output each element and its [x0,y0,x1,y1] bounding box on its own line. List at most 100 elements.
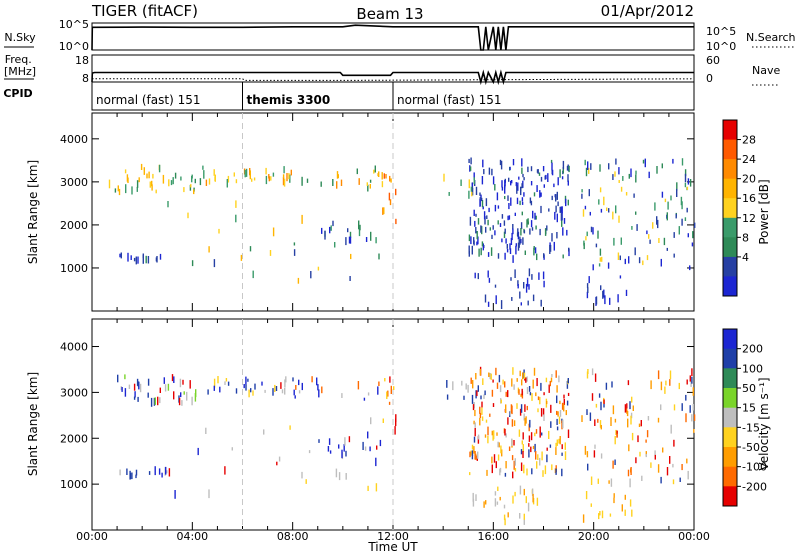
range-cell [265,167,267,175]
range-cell [584,445,587,455]
range-cell [475,494,477,501]
range-cell [358,227,361,237]
range-cell [588,276,590,284]
range-cell [586,451,589,458]
range-cell [556,395,558,404]
range-cell [446,380,448,388]
range-cell [676,188,678,197]
range-cell [174,172,177,179]
power-panel: 1000 2000 3000 4000 Slant Range [km] 28 24 20… [26,112,771,312]
range-cell [167,383,170,391]
range-cell [289,174,291,183]
range-cell [681,201,683,210]
range-cell [624,494,626,500]
range-cell [117,185,119,192]
range-cell [495,295,497,305]
range-cell [494,204,497,212]
range-cell [150,397,153,407]
range-cell [136,378,139,386]
range-cell [358,178,360,185]
range-cell [481,226,483,235]
range-cell [523,230,526,234]
range-cell [301,214,303,224]
range-cell [301,471,303,479]
range-cell [555,194,557,202]
range-cell [536,461,538,469]
range-cell [673,232,675,238]
range-cell [551,374,553,378]
range-cell [557,177,559,186]
range-cell [505,391,507,397]
range-cell [500,160,503,170]
range-cell [378,253,380,260]
range-cell [143,167,145,175]
range-cell [154,397,156,405]
range-cell [117,374,119,383]
range-cell [519,370,521,377]
range-cell [483,394,485,399]
range-cell [364,446,367,451]
range-cell [587,161,589,170]
range-cell [636,224,638,231]
range-cell [555,442,557,448]
range-cell [548,384,550,393]
y-tick-label: 4000 [60,341,88,354]
range-cell [505,461,507,469]
range-cell [584,159,586,166]
range-cell [543,253,545,258]
range-cell [508,446,511,451]
range-cell [629,478,631,488]
range-cell [189,380,191,389]
range-cell [669,370,672,380]
range-cell [491,234,493,239]
range-cell [494,184,496,191]
range-cell [512,228,514,235]
range-cell [589,211,591,216]
range-cell [173,391,175,400]
range-cell [525,283,528,293]
range-cell [118,188,121,196]
range-cell [443,173,445,182]
range-cell [567,429,570,438]
range-cell [523,177,525,181]
range-cell [270,176,272,181]
range-cell [345,237,347,246]
range-cell [474,427,476,437]
time-tick-label: 12:00 [377,530,409,543]
colorbar-tick-label: -50 [742,441,760,454]
range-cell [348,236,351,244]
range-cell [135,474,137,479]
range-cell [283,166,285,174]
range-cell [158,468,161,475]
range-cell [472,380,474,389]
range-cell [650,380,652,390]
range-cell [359,224,361,231]
y-tick-label: 2000 [60,432,88,445]
range-cell [669,456,671,464]
colorbar-tick-label: 16 [742,192,756,205]
range-cell [494,230,496,236]
range-cell [673,439,675,447]
range-cell [562,160,565,170]
time-tick-label: 00:00 [678,530,710,543]
range-cell [599,164,601,172]
range-cell [553,183,555,188]
range-cell [294,395,296,399]
range-cell [473,172,475,181]
range-cell [525,496,527,504]
range-cell [477,385,479,392]
range-cell [670,195,672,201]
range-cell [635,174,637,183]
range-cell [639,451,641,457]
range-cell [513,420,516,426]
range-cell [338,472,341,481]
range-cell [539,396,541,405]
range-cell [504,252,506,260]
range-cell [488,207,490,213]
range-cell [345,473,347,480]
range-cell [508,203,510,210]
range-cell [248,389,250,398]
range-cell [672,158,674,164]
range-cell [171,374,174,382]
range-cell [612,211,614,220]
